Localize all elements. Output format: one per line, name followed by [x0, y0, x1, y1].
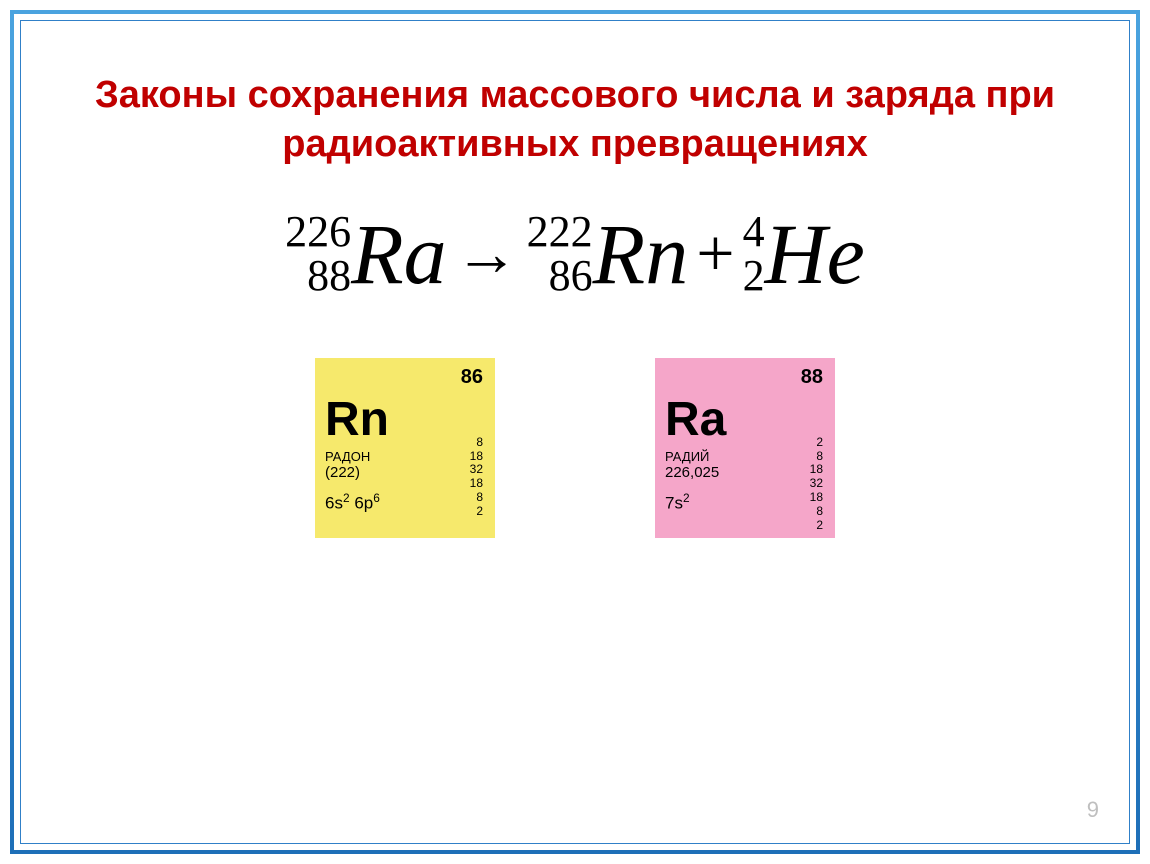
ra-indices: 226 88 — [285, 210, 351, 298]
rn-indices: 222 86 — [527, 210, 593, 298]
element-tile-rn: 86 Rn РАДОН(222) 6s2 6p6818321882 — [315, 358, 495, 538]
ra-mass: 226 — [285, 210, 351, 254]
ra-symbol: Ra — [351, 211, 447, 297]
electron-shells: 818321882 — [470, 436, 483, 519]
electron-config: 6s2 6p6 — [325, 491, 485, 514]
equation-term-he: 4 2 He — [743, 210, 865, 298]
he-charge: 2 — [743, 254, 765, 298]
element-symbol: Ra — [665, 392, 825, 447]
page-number: 9 — [1087, 797, 1099, 823]
atomic-number: 88 — [801, 366, 823, 389]
he-symbol: He — [765, 211, 865, 297]
ra-charge: 88 — [307, 254, 351, 298]
rn-mass: 222 — [527, 210, 593, 254]
slide-inner-frame: Законы сохранения массового числа и заря… — [20, 20, 1130, 844]
equation-term-rn: 222 86 Rn — [527, 210, 689, 298]
electron-config: 7s2 — [665, 491, 825, 514]
he-indices: 4 2 — [743, 210, 765, 298]
element-symbol: Rn — [325, 392, 485, 447]
rn-charge: 86 — [549, 254, 593, 298]
decay-equation: 226 88 Ra → 222 86 Rn + 4 2 He — [21, 210, 1129, 298]
atomic-mass: (222) — [325, 464, 485, 481]
slide-frame: Законы сохранения массового числа и заря… — [10, 10, 1140, 854]
arrow: → — [447, 217, 527, 291]
element-name: РАДОН — [325, 449, 485, 464]
element-tiles: 86 Rn РАДОН(222) 6s2 6p6818321882 88 Ra РАДИЙ2… — [21, 358, 1129, 538]
plus: + — [688, 214, 742, 293]
slide-title: Законы сохранения массового числа и заря… — [81, 71, 1069, 170]
rn-symbol: Rn — [593, 211, 689, 297]
equation-term-ra: 226 88 Ra — [285, 210, 447, 298]
electron-shells: 2818321882 — [810, 436, 823, 533]
element-name: РАДИЙ — [665, 449, 825, 464]
he-mass: 4 — [743, 210, 765, 254]
atomic-number: 86 — [461, 366, 483, 389]
element-tile-ra: 88 Ra РАДИЙ226,025 7s22818321882 — [655, 358, 835, 538]
atomic-mass: 226,025 — [665, 464, 825, 481]
